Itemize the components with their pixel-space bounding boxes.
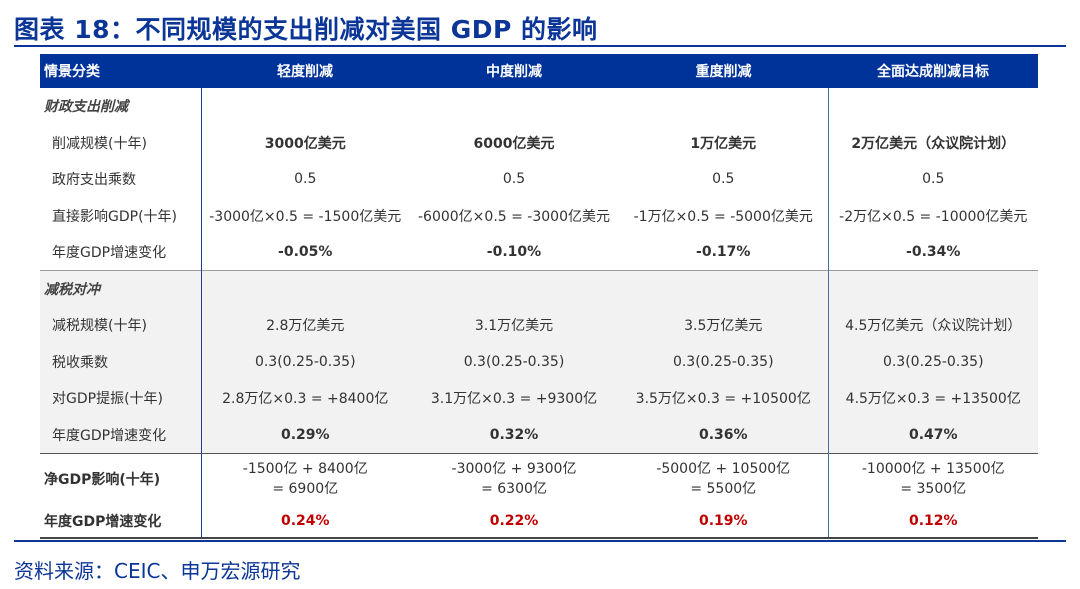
net-impact-label: 净GDP影响(十年) bbox=[40, 452, 201, 505]
source-note: 资料来源：CEIC、申万宏源研究 bbox=[14, 559, 301, 583]
table-cell: 3.1万亿美元 bbox=[409, 307, 619, 344]
table-cell: 1万亿美元 bbox=[690, 135, 757, 152]
row-label: 直接影响GDP(十年) bbox=[52, 208, 177, 225]
net-growth-row: 年度GDP增速变化 0.24% 0.22% 0.19% 0.12% bbox=[40, 505, 1038, 539]
table-cell: 0.47% bbox=[827, 416, 1038, 453]
row-label: 税收乘数 bbox=[40, 343, 201, 380]
table-cell: -5000亿 + 10500亿 = 5500亿 bbox=[619, 452, 828, 505]
table-cell: 0.22% bbox=[409, 505, 619, 539]
table-cell: 3.1万亿×0.3 = +9300亿 bbox=[409, 380, 619, 417]
table-cell: 0.12% bbox=[827, 505, 1038, 539]
table-header-row: 情景分类 轻度削减 中度削减 重度削减 全面达成削减目标 bbox=[40, 54, 1038, 88]
table-cell: -6000亿×0.5 = -3000亿美元 bbox=[418, 208, 610, 225]
table-cell: -3000亿×0.5 = -1500亿美元 bbox=[200, 197, 409, 234]
header-heavy-cut: 重度削减 bbox=[619, 54, 828, 88]
table-cell: 2万亿美元（众议院计划） bbox=[827, 124, 1038, 161]
table-row: 对GDP提振(十年) 2.8万亿×0.3 = +8400亿 3.1万亿×0.3 … bbox=[40, 380, 1038, 417]
section-title-row: 减税对冲 bbox=[40, 270, 1038, 307]
table-cell: -0.10% bbox=[486, 244, 542, 260]
table-cell: -0.34% bbox=[827, 234, 1038, 271]
row-label: 对GDP提振(十年) bbox=[40, 380, 201, 417]
footer-divider bbox=[14, 540, 1066, 542]
table-row: 削减规模(十年) 3000亿美元 6000亿美元 1万亿美元 2万亿美元（众议院… bbox=[40, 124, 1038, 161]
table-cell: 4.5万亿×0.3 = +13500亿 bbox=[827, 380, 1038, 417]
table-cell: -0.05% bbox=[200, 234, 409, 271]
row-label: 减税规模(十年) bbox=[40, 307, 201, 344]
row-label: 削减规模(十年) bbox=[52, 135, 147, 152]
section-title-tax-cut-offset: 减税对冲 bbox=[40, 270, 201, 307]
table-row: 减税规模(十年) 2.8万亿美元 3.1万亿美元 3.5万亿美元 4.5万亿美元… bbox=[40, 307, 1038, 344]
table-cell: 0.19% bbox=[619, 505, 828, 539]
figure-title: 图表 18：不同规模的支出削减对美国 GDP 的影响 bbox=[14, 15, 598, 44]
table-row: 直接影响GDP(十年) -3000亿×0.5 = -1500亿美元 -6000亿… bbox=[40, 197, 1038, 234]
table-cell: 0.36% bbox=[619, 416, 828, 453]
net-growth-label: 年度GDP增速变化 bbox=[40, 505, 201, 539]
gdp-impact-table: 情景分类 轻度削减 中度削减 重度削减 全面达成削减目标 财政支出削减 削减规模… bbox=[40, 54, 1038, 539]
table-cell: 0.5 bbox=[502, 171, 526, 188]
table-cell: 0.32% bbox=[409, 416, 619, 453]
table-cell: 4.5万亿美元（众议院计划） bbox=[827, 307, 1038, 344]
table-cell: 3.5万亿美元 bbox=[619, 307, 828, 344]
table-row: 税收乘数 0.3(0.25-0.35) 0.3(0.25-0.35) 0.3(0… bbox=[40, 343, 1038, 380]
table-cell: 0.3(0.25-0.35) bbox=[827, 343, 1038, 380]
table-row: 政府支出乘数 0.5 0.5 0.5 0.5 bbox=[40, 161, 1038, 198]
net-impact-row: 净GDP影响(十年) -1500亿 + 8400亿 = 6900亿 -3000亿… bbox=[40, 452, 1038, 505]
table-cell: 0.24% bbox=[200, 505, 409, 539]
header-light-cut: 轻度削减 bbox=[201, 54, 409, 88]
table-cell: 0.5 bbox=[200, 161, 409, 198]
row-label: 年度GDP增速变化 bbox=[52, 245, 167, 261]
table-row: 年度GDP增速变化 0.29% 0.32% 0.36% 0.47% bbox=[40, 416, 1038, 453]
table-cell: 2.8万亿×0.3 = +8400亿 bbox=[200, 380, 409, 417]
table-cell: -3000亿 + 9300亿 = 6300亿 bbox=[409, 452, 619, 505]
header-full-target: 全面达成削减目标 bbox=[828, 54, 1038, 88]
table-cell: 3000亿美元 bbox=[200, 124, 409, 161]
table-cell: 0.5 bbox=[712, 171, 735, 188]
header-scenario: 情景分类 bbox=[40, 54, 201, 88]
row-label: 年度GDP增速变化 bbox=[40, 416, 201, 453]
table-cell: 2.8万亿美元 bbox=[200, 307, 409, 344]
table-cell: 0.29% bbox=[200, 416, 409, 453]
table-cell: 0.5 bbox=[827, 161, 1038, 198]
header-moderate-cut: 中度削减 bbox=[409, 54, 619, 88]
table-cell: -0.17% bbox=[696, 244, 751, 260]
table-cell: 0.3(0.25-0.35) bbox=[409, 343, 619, 380]
table-cell: -1500亿 + 8400亿 = 6900亿 bbox=[200, 452, 409, 505]
section-title-row: 财政支出削减 bbox=[40, 88, 1038, 125]
row-label: 政府支出乘数 bbox=[52, 172, 136, 189]
table-cell: 6000亿美元 bbox=[473, 135, 555, 152]
table-cell: -10000亿 + 13500亿 = 3500亿 bbox=[827, 452, 1038, 505]
title-divider bbox=[14, 45, 1066, 47]
table-cell: 0.3(0.25-0.35) bbox=[619, 343, 828, 380]
table-cell: -2万亿×0.5 = -10000亿美元 bbox=[827, 197, 1038, 234]
table-cell: 0.3(0.25-0.35) bbox=[200, 343, 409, 380]
table-cell: -1万亿×0.5 = -5000亿美元 bbox=[633, 208, 813, 225]
table-row: 年度GDP增速变化 -0.05% -0.10% -0.17% -0.34% bbox=[40, 234, 1038, 271]
table-cell: 3.5万亿×0.3 = +10500亿 bbox=[619, 380, 828, 417]
section-title-spending-cut: 财政支出削减 bbox=[44, 99, 128, 116]
